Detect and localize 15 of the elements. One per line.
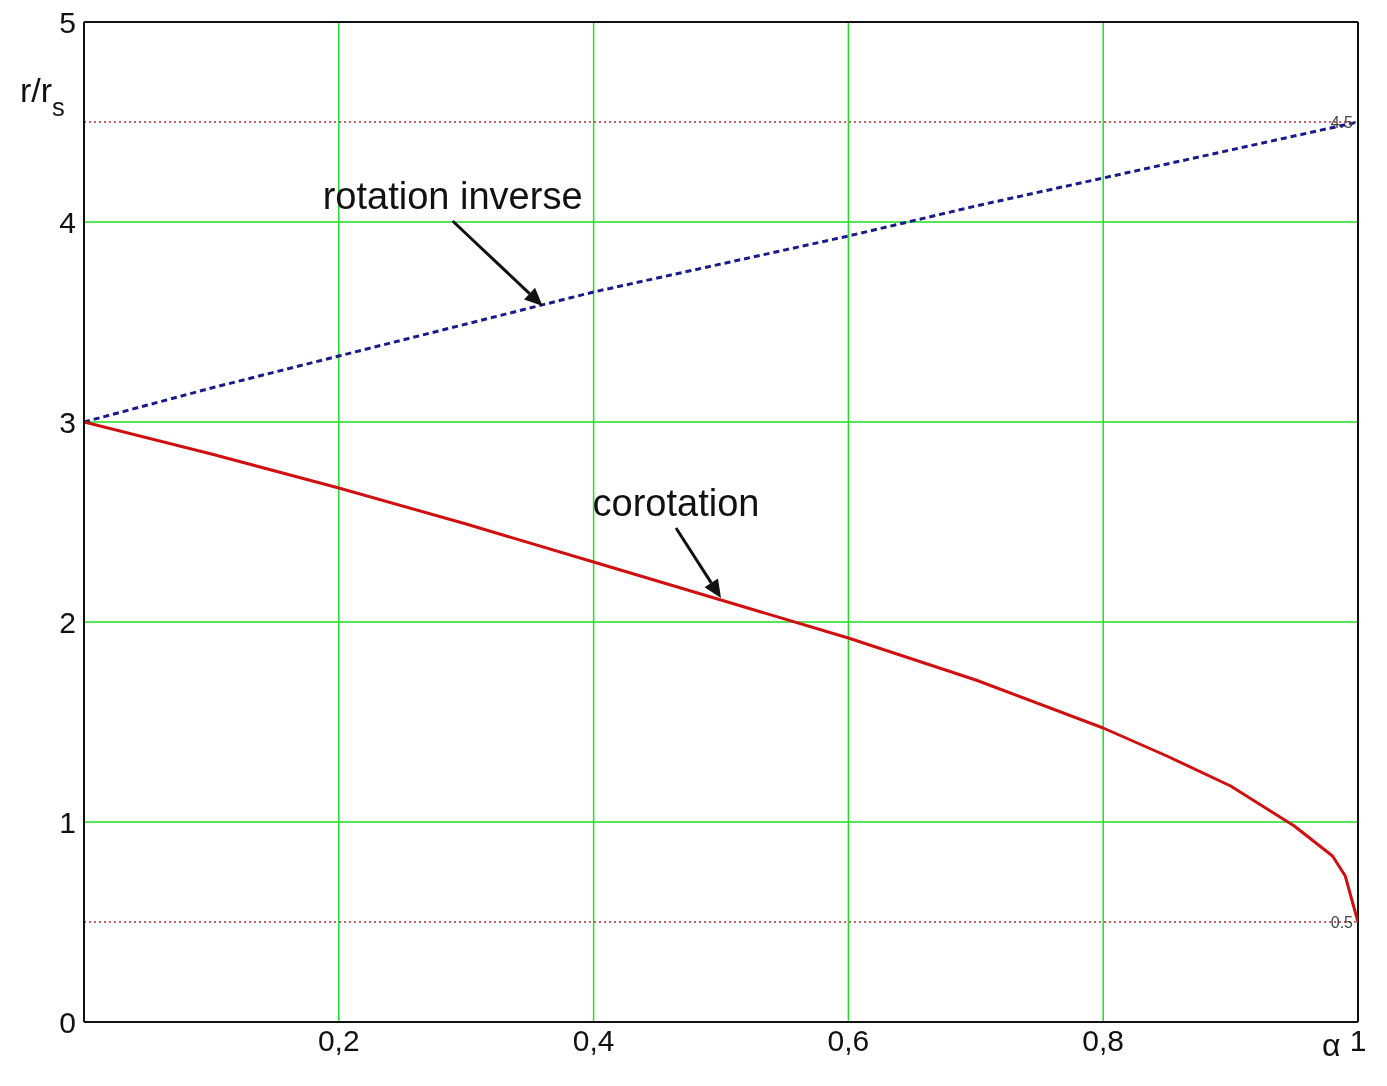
annotation: corotation <box>592 482 760 524</box>
y-tick-label: 4 <box>59 205 76 239</box>
x-tick-label: 0,4 <box>572 1024 615 1058</box>
y-tick-label: 1 <box>59 805 76 839</box>
y-axis-title: r/r$_{s}$ <box>20 71 65 121</box>
x-tick-label: 0,6 <box>827 1024 870 1058</box>
y-tick-label: 5 <box>59 5 76 39</box>
x-tick-label: 1 <box>1349 1024 1367 1058</box>
x-tick-label: 0,8 <box>1082 1024 1125 1058</box>
y-tick-label: 3 <box>59 405 76 439</box>
y-tick-label: 2 <box>59 605 76 639</box>
y-tick-label: 0 <box>59 1005 76 1039</box>
ref-line-label: 0.5 <box>1330 913 1354 931</box>
x-tick-label: 0,2 <box>317 1024 360 1058</box>
x-axis-title: α <box>1322 1027 1341 1063</box>
